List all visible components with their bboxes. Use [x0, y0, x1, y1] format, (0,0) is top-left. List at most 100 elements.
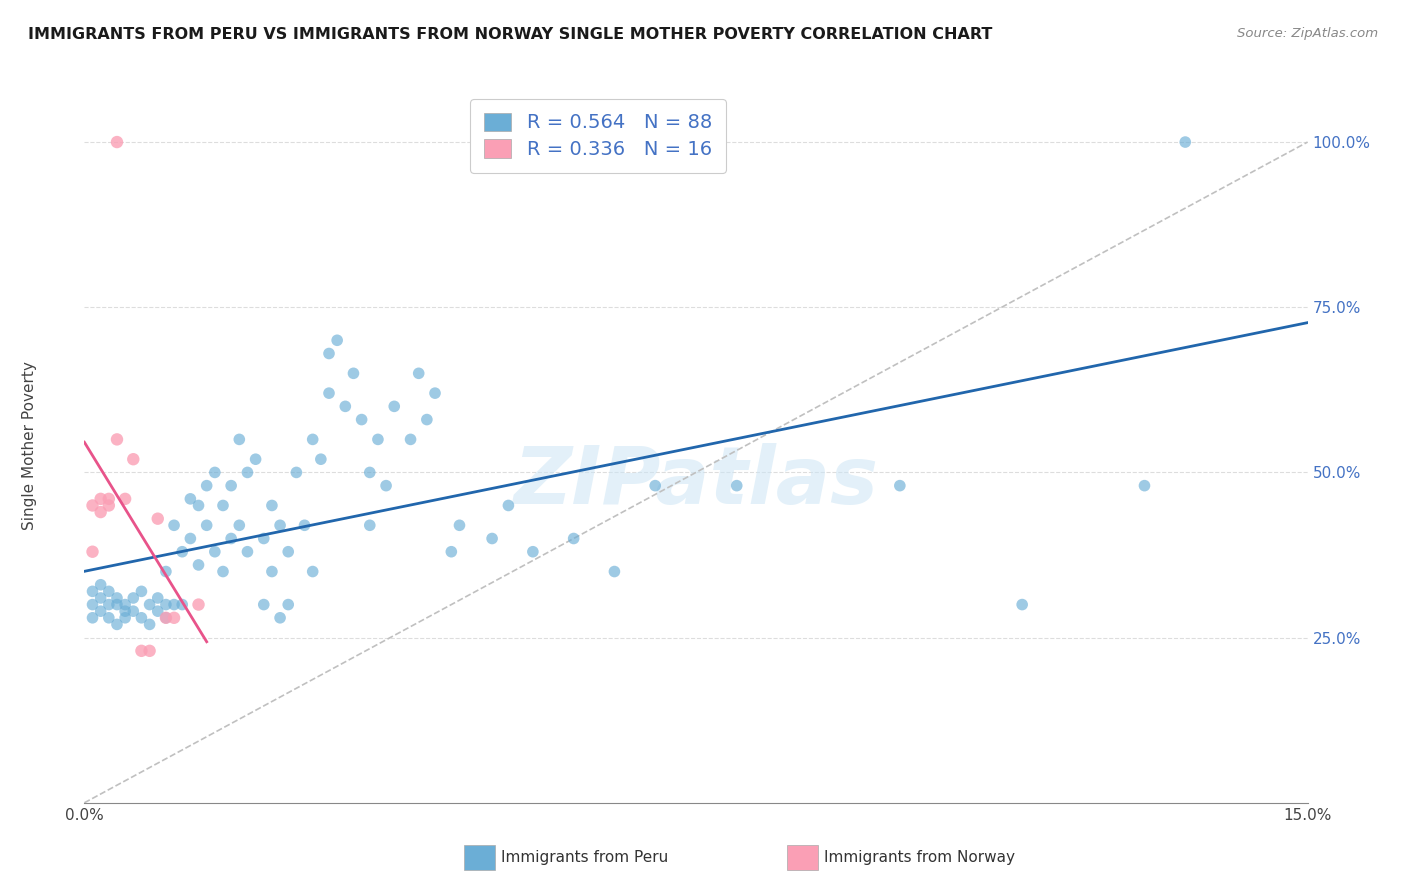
- Point: [204, 545, 226, 559]
- Point: [212, 499, 235, 513]
- Point: [359, 518, 381, 533]
- Point: [309, 452, 332, 467]
- Point: [90, 505, 112, 519]
- Legend: R = 0.564   N = 88, R = 0.336   N = 16: R = 0.564 N = 88, R = 0.336 N = 16: [471, 99, 725, 173]
- Point: [335, 400, 357, 414]
- Point: [90, 491, 112, 506]
- Point: [889, 478, 911, 492]
- Point: [725, 478, 748, 492]
- Point: [138, 617, 160, 632]
- Point: [163, 611, 186, 625]
- Point: [97, 499, 120, 513]
- Point: [82, 584, 104, 599]
- Point: [187, 499, 209, 513]
- Point: [277, 598, 299, 612]
- Point: [440, 545, 463, 559]
- Point: [172, 598, 194, 612]
- Point: [498, 499, 520, 513]
- Point: [253, 532, 276, 546]
- Point: [97, 491, 120, 506]
- Point: [204, 466, 226, 480]
- Point: [359, 466, 381, 480]
- Text: ZIPatlas: ZIPatlas: [513, 442, 879, 521]
- Point: [82, 598, 104, 612]
- Point: [82, 611, 104, 625]
- Point: [644, 478, 666, 492]
- Point: [90, 578, 112, 592]
- Point: [122, 591, 145, 605]
- Point: [114, 491, 136, 506]
- Point: [97, 611, 120, 625]
- Point: [146, 591, 169, 605]
- Point: [228, 433, 250, 447]
- Point: [350, 412, 373, 426]
- Point: [228, 518, 250, 533]
- Point: [219, 478, 242, 492]
- Point: [294, 518, 316, 533]
- Point: [131, 584, 153, 599]
- Point: [603, 565, 626, 579]
- Point: [122, 604, 145, 618]
- Point: [155, 598, 177, 612]
- Text: Immigrants from Peru: Immigrants from Peru: [501, 850, 668, 864]
- Point: [187, 558, 209, 572]
- Point: [131, 611, 153, 625]
- Point: [105, 135, 128, 149]
- Point: [285, 466, 308, 480]
- Point: [326, 333, 349, 347]
- Point: [82, 545, 104, 559]
- Point: [367, 433, 389, 447]
- Point: [155, 565, 177, 579]
- Point: [260, 565, 283, 579]
- Point: [155, 611, 177, 625]
- Point: [146, 604, 169, 618]
- Point: [90, 604, 112, 618]
- Point: [449, 518, 471, 533]
- Point: [342, 367, 364, 381]
- Point: [423, 386, 446, 401]
- Point: [318, 346, 340, 360]
- Point: [1011, 598, 1033, 612]
- Point: [138, 644, 160, 658]
- Point: [236, 545, 259, 559]
- Point: [163, 518, 186, 533]
- Point: [219, 532, 242, 546]
- Point: [114, 598, 136, 612]
- Point: [301, 433, 323, 447]
- Point: [236, 466, 259, 480]
- Point: [481, 532, 503, 546]
- Point: [318, 386, 340, 401]
- Point: [105, 591, 128, 605]
- Point: [114, 604, 136, 618]
- Point: [146, 511, 169, 525]
- Point: [375, 478, 398, 492]
- Point: [138, 598, 160, 612]
- Point: [269, 518, 291, 533]
- Point: [522, 545, 544, 559]
- Point: [416, 412, 439, 426]
- Text: Immigrants from Norway: Immigrants from Norway: [824, 850, 1015, 864]
- Point: [105, 433, 128, 447]
- Point: [277, 545, 299, 559]
- Text: Source: ZipAtlas.com: Source: ZipAtlas.com: [1237, 27, 1378, 40]
- Point: [399, 433, 422, 447]
- Point: [195, 478, 218, 492]
- Point: [172, 545, 194, 559]
- Text: IMMIGRANTS FROM PERU VS IMMIGRANTS FROM NORWAY SINGLE MOTHER POVERTY CORRELATION: IMMIGRANTS FROM PERU VS IMMIGRANTS FROM …: [28, 27, 993, 42]
- Point: [245, 452, 267, 467]
- Point: [163, 598, 186, 612]
- Text: Single Mother Poverty: Single Mother Poverty: [22, 361, 37, 531]
- Point: [187, 598, 209, 612]
- Point: [90, 591, 112, 605]
- Point: [1133, 478, 1156, 492]
- Point: [97, 584, 120, 599]
- Point: [301, 565, 323, 579]
- Point: [155, 611, 177, 625]
- Point: [408, 367, 430, 381]
- Point: [97, 598, 120, 612]
- Point: [1174, 135, 1197, 149]
- Point: [382, 400, 405, 414]
- Point: [105, 598, 128, 612]
- Point: [105, 617, 128, 632]
- Point: [269, 611, 291, 625]
